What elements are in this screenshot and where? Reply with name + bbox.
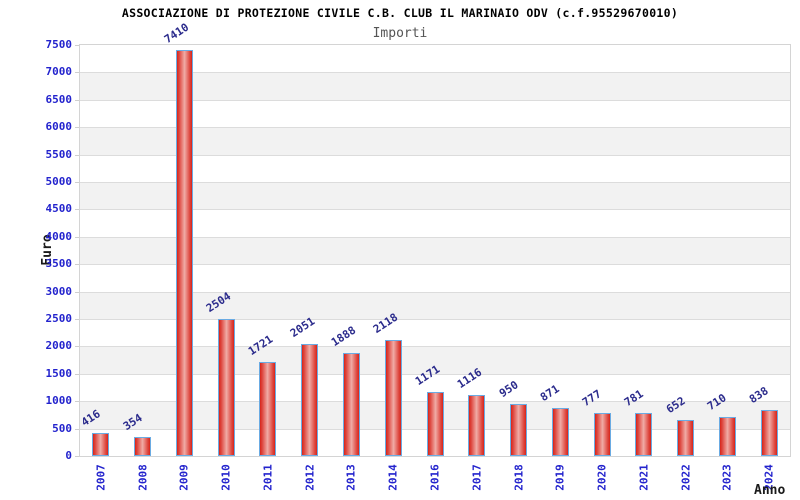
bar	[677, 420, 695, 456]
gridline	[80, 72, 790, 74]
x-tick-label: 2009	[177, 464, 191, 491]
x-tick-label: 2022	[679, 464, 693, 491]
plot-band	[80, 182, 790, 210]
bar	[259, 361, 277, 456]
bar-value-label: 7410	[162, 20, 192, 46]
chart-subtitle: Importi	[372, 26, 428, 41]
y-tick-label: 3500	[45, 257, 73, 271]
x-tick-label: 2012	[303, 464, 317, 491]
x-tick-label: 2013	[344, 464, 358, 491]
bar	[760, 410, 778, 456]
x-tick-label: 2020	[595, 464, 609, 491]
y-tick-label: 4500	[45, 202, 73, 216]
gridline	[80, 264, 790, 266]
x-tick-label: 2011	[261, 464, 275, 491]
y-tick-label: 1000	[45, 394, 73, 408]
y-tick-mark	[75, 319, 79, 320]
gridline	[80, 127, 790, 129]
plot-band	[80, 236, 790, 265]
x-tick-label: 2014	[386, 464, 400, 491]
gridline	[80, 99, 790, 101]
y-tick-label: 5000	[45, 175, 73, 188]
x-tick-label: 2021	[637, 464, 651, 491]
y-tick-mark	[75, 428, 79, 430]
x-axis-title: Anno	[754, 483, 786, 498]
y-tick-mark	[75, 154, 79, 156]
y-tick-label: 7500	[45, 38, 73, 51]
plot-band	[80, 127, 790, 155]
gridline	[80, 209, 790, 211]
bar	[718, 417, 736, 456]
bar	[510, 403, 528, 456]
chart-title: ASSOCIAZIONE DI PROTEZIONE CIVILE C.B. C…	[121, 6, 679, 20]
plot-band	[80, 291, 790, 319]
y-tick-label: 2000	[45, 339, 73, 353]
y-tick-mark	[75, 456, 79, 457]
x-tick-label: 2016	[428, 464, 442, 491]
bar	[635, 413, 653, 456]
bar	[217, 318, 235, 456]
y-tick-label: 3000	[45, 284, 73, 298]
y-tick-label: 1500	[45, 366, 73, 380]
x-tick-label: 2023	[720, 464, 734, 491]
bar	[551, 408, 569, 456]
bar	[92, 433, 110, 456]
bar	[134, 436, 152, 456]
y-tick-label: 5500	[45, 147, 73, 161]
bar	[593, 413, 611, 456]
y-tick-label: 6500	[45, 92, 73, 106]
y-tick-mark	[75, 182, 79, 183]
y-tick-label: 500	[52, 421, 72, 435]
plot-band	[80, 346, 790, 374]
y-tick-mark	[75, 99, 79, 101]
x-tick-label: 2010	[219, 464, 233, 491]
y-tick-label: 2500	[45, 312, 73, 325]
y-tick-mark	[75, 45, 79, 46]
y-tick-mark	[75, 209, 79, 211]
bar	[175, 49, 193, 456]
bar	[426, 391, 444, 456]
plot-band	[80, 72, 790, 100]
gridline	[80, 291, 790, 293]
y-tick-mark	[75, 236, 79, 238]
bar	[342, 352, 360, 456]
plot-area	[79, 44, 791, 457]
y-tick-mark	[75, 373, 79, 375]
y-tick-label: 7000	[45, 65, 73, 79]
y-tick-mark	[75, 401, 79, 403]
gridline	[80, 346, 790, 348]
y-tick-mark	[75, 264, 79, 266]
bar	[468, 394, 486, 456]
y-tick-label: 0	[65, 449, 72, 462]
y-tick-label: 4000	[45, 229, 73, 243]
bar	[301, 343, 319, 456]
gridline	[80, 182, 790, 183]
bar	[384, 339, 402, 456]
y-tick-mark	[75, 72, 79, 74]
x-tick-label: 2017	[470, 464, 484, 491]
gridline	[80, 154, 790, 156]
x-tick-label: 2008	[136, 464, 150, 491]
y-tick-mark	[75, 291, 79, 293]
y-tick-mark	[75, 346, 79, 348]
y-tick-label: 6000	[45, 120, 73, 134]
gridline	[80, 319, 790, 320]
y-tick-mark	[75, 127, 79, 129]
x-tick-label: 2018	[512, 464, 526, 491]
x-tick-label: 2007	[94, 464, 108, 491]
gridline	[80, 373, 790, 375]
gridline	[80, 236, 790, 238]
x-tick-label: 2019	[553, 464, 567, 491]
